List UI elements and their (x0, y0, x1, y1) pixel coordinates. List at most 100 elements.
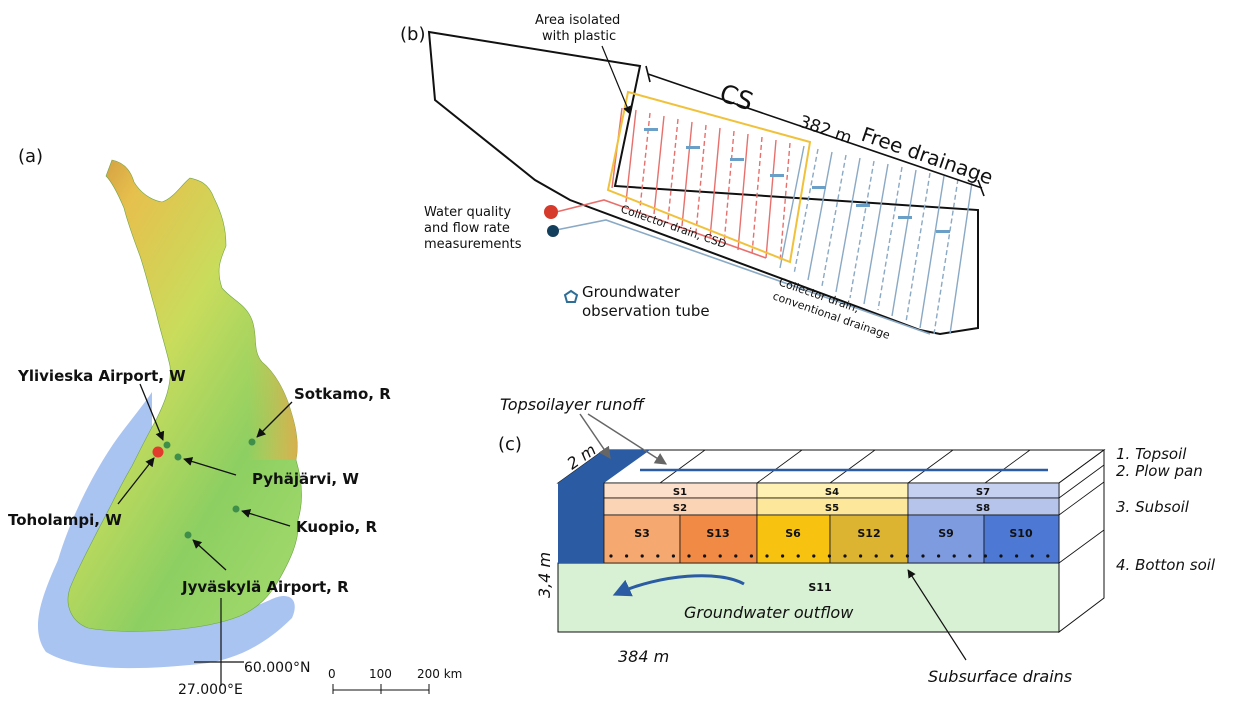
station-marker-sotkamo (248, 438, 256, 446)
dimension-bracket (645, 65, 985, 197)
drain-dot (983, 554, 988, 558)
drain-dot (718, 554, 722, 558)
drain-dot (1046, 554, 1050, 558)
length-label: 382 m (796, 112, 854, 149)
right-face-layers (1058, 464, 1105, 564)
length-label-c: 384 m (618, 647, 669, 666)
water-quality-marker-conventional (547, 225, 559, 237)
sections (603, 482, 1060, 564)
drain-dot (921, 554, 925, 558)
section-s6: S6 (785, 527, 801, 540)
free-drainage-label: Free drainage (858, 122, 996, 189)
drain-dot (968, 554, 972, 558)
drain-dot (874, 554, 878, 558)
section-s10: S10 (1009, 527, 1033, 540)
gw-tube-label-1: Groundwater (582, 283, 681, 301)
scale-tick-200: 200 km (417, 667, 462, 681)
drain-dot (749, 554, 754, 558)
drain-dot (609, 554, 613, 558)
water-label-3: measurements (424, 237, 522, 252)
drains-label: Subsurface drains (928, 667, 1072, 686)
layer-topsoil: 1. Topsoil (1116, 445, 1187, 463)
layer-subsoil: 3. Subsoil (1116, 498, 1190, 516)
leader-pyhajarvi (183, 457, 237, 476)
section-s7: S7 (976, 487, 990, 498)
top-face-grid (659, 449, 1031, 484)
panel-a: (a) 60.000°N 27.000°E 0 100 200 km (8, 146, 462, 698)
isolated-area-label-1: Area isolated (535, 13, 620, 28)
drain-dot (1015, 554, 1019, 558)
station-marker-toholampi (152, 446, 164, 458)
isolated-area-label-2: with plastic (542, 29, 616, 44)
eastern-uplands (213, 246, 298, 460)
isolated-area (606, 90, 812, 264)
runoff-arrow-ditch (579, 413, 611, 459)
collector-drain-conventional (555, 219, 931, 335)
drain-dot (937, 554, 941, 558)
drain-dot (952, 554, 956, 558)
drain-dot (671, 554, 676, 558)
section-s9: S9 (938, 527, 954, 540)
subsurface-drain-dots (609, 554, 1050, 558)
cs-drains (611, 107, 791, 263)
layer-plow-pan: 2. Plow pan (1116, 462, 1203, 480)
groundwater-tube-icon (563, 289, 579, 303)
scale-tick-100: 100 (369, 667, 392, 681)
drain-dot (1030, 554, 1034, 558)
drain-dot (687, 554, 691, 558)
section-s1: S1 (673, 487, 687, 498)
drains-arrow (907, 569, 967, 661)
drain-dot (999, 554, 1003, 558)
cs-label: CS (716, 78, 757, 116)
gw-tube-label-2: observation tube (582, 302, 710, 320)
drain-dot (703, 554, 707, 558)
drain-dot (827, 554, 832, 558)
longitude-label: 27.000°E (178, 682, 243, 698)
bottom-soil (557, 562, 1060, 633)
drain-dot (905, 554, 910, 558)
panel-b-label: (b) (400, 24, 425, 45)
leader-kuopio (241, 509, 291, 527)
scale-bar: 0 100 200 km (328, 667, 462, 694)
section-s3: S3 (634, 527, 650, 540)
leader-sotkamo (256, 401, 293, 438)
station-label-kuopio: Kuopio, R (296, 518, 377, 536)
outflow-label: Groundwater outflow (684, 603, 854, 622)
runoff-arrow-surface (587, 413, 668, 465)
water-label-2: and flow rate (424, 221, 510, 236)
drain-dot (890, 554, 894, 558)
collector-drain-csd (555, 199, 767, 259)
drain-dot (781, 554, 785, 558)
station-label-ylivieska: Ylivieska Airport, W (17, 367, 186, 385)
depth-label: 3,4 m (535, 552, 554, 598)
section-s8: S8 (976, 503, 990, 514)
panel-c-label: (c) (498, 434, 522, 455)
groundwater-tubes (644, 128, 950, 233)
drain-dot (843, 554, 847, 558)
station-marker-pyhajarvi (174, 453, 182, 461)
drain-dot (656, 554, 660, 558)
drain-dot (640, 554, 644, 558)
sea-area (37, 392, 295, 669)
water-label-1: Water quality (424, 205, 511, 220)
field-outline (427, 30, 979, 336)
drain-dot (859, 554, 863, 558)
leader-jyvaskyla (192, 539, 227, 571)
leader-ylivieska (139, 383, 165, 441)
station-marker-kuopio (232, 505, 240, 513)
section-s4: S4 (825, 487, 839, 498)
drain-dot (812, 554, 816, 558)
scale-tick-0: 0 (328, 667, 336, 681)
station-marker-jyvaskyla (184, 531, 192, 539)
drain-dot (734, 554, 738, 558)
runoff-label: Topsoilayer runoff (500, 395, 646, 414)
drain-dot (796, 554, 800, 558)
drain-dot (765, 554, 769, 558)
section-s2: S2 (673, 503, 687, 514)
station-marker-ylivieska (163, 441, 171, 449)
layer-bottom-soil: 4. Botton soil (1116, 556, 1216, 574)
panel-b: (b) (400, 13, 996, 342)
panel-c: (c) (498, 395, 1216, 686)
section-s5: S5 (825, 503, 839, 514)
